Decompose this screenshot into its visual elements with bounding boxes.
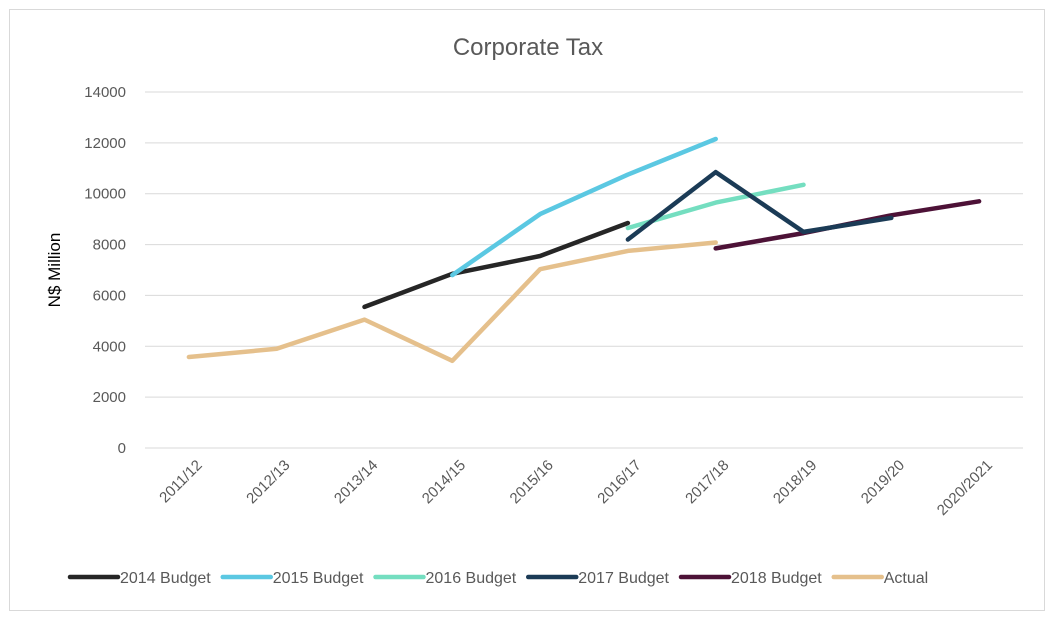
legend-item: 2018 Budget [678, 570, 822, 587]
x-tick-label: 2011/12 [156, 457, 206, 507]
legend-label: 2018 Budget [731, 570, 822, 587]
legend-item: Actual [831, 570, 928, 587]
chart-title: Corporate Tax [453, 34, 603, 61]
legend-item: 2014 Budget [67, 570, 211, 587]
y-tick-label: 14000 [84, 84, 126, 101]
y-tick-label: 8000 [93, 237, 126, 254]
chart-frame [9, 9, 1045, 611]
x-tick-label: 2014/15 [419, 457, 469, 507]
legend-label: Actual [884, 570, 928, 587]
x-tick-label: 2017/18 [682, 457, 732, 507]
series-line-2014-budget [362, 220, 631, 310]
legend: 2014 Budget 2015 Budget 2016 Budget 2017 Bu… [67, 570, 928, 587]
x-tick-label: 2019/20 [858, 457, 908, 507]
x-tick-label: 2012/13 [243, 457, 293, 507]
legend-label: 2016 Budget [426, 570, 517, 587]
y-axis-ticks: 0 2000 4000 6000 8000 10000 12000 14000 [84, 84, 126, 457]
series-lines [186, 136, 982, 364]
gridlines [145, 91, 1023, 449]
y-tick-label: 10000 [84, 186, 126, 203]
x-tick-label: 2013/14 [331, 457, 381, 507]
series-line-2015-budget [450, 136, 718, 278]
y-tick-label: 0 [118, 440, 126, 457]
legend-item: 2017 Budget [526, 570, 670, 587]
x-tick-label: 2020/2021 [934, 457, 996, 519]
legend-item: 2015 Budget [220, 570, 364, 587]
x-tick-label: 2015/16 [507, 457, 557, 507]
y-tick-label: 2000 [93, 389, 126, 406]
series-line-actual [186, 240, 718, 364]
legend-label: 2015 Budget [273, 570, 364, 587]
legend-label: 2014 Budget [120, 570, 211, 587]
y-tick-label: 6000 [93, 287, 126, 304]
y-tick-label: 4000 [93, 338, 126, 355]
series-line-2017-budget [625, 169, 894, 242]
y-axis-label: N$ Million [45, 233, 64, 308]
x-axis-ticks: 2011/12 2012/13 2013/14 2014/15 2015/16 2016/… [156, 457, 996, 519]
legend-label: 2017 Budget [578, 570, 669, 587]
y-tick-label: 12000 [84, 135, 126, 152]
legend-item: 2016 Budget [373, 570, 517, 587]
x-tick-label: 2018/19 [770, 457, 820, 507]
x-tick-label: 2016/17 [594, 457, 644, 507]
